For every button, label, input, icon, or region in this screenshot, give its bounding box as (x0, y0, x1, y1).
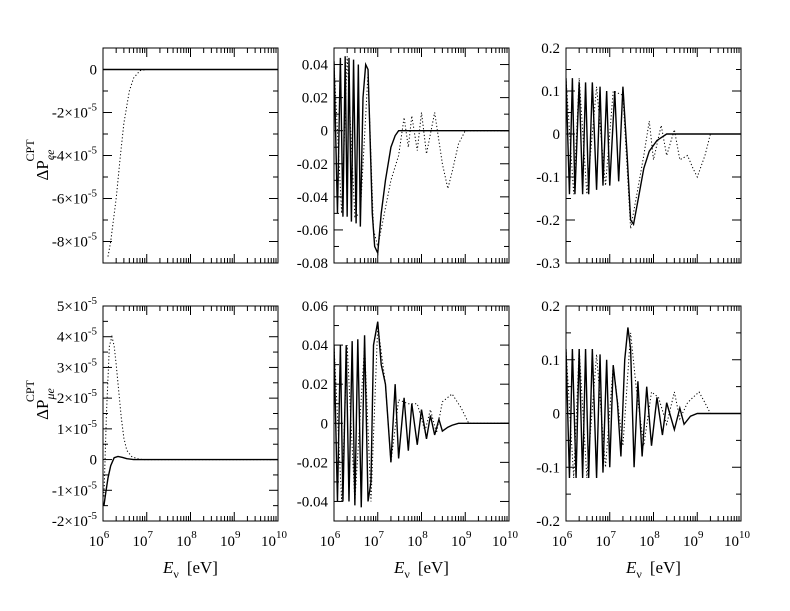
y-tick-label: 0.04 (302, 338, 329, 354)
series-p11-dotted (107, 69, 278, 257)
ylabel-top-sup: CPT (23, 139, 37, 162)
y-tick-label: 0 (90, 63, 98, 79)
y-tick-label: -2×10-5 (52, 510, 98, 530)
x-axis-title: Eν [eV] (393, 558, 449, 581)
x-tick-label: 107 (364, 529, 385, 550)
y-tick-label: 4×10-5 (57, 326, 98, 346)
y-tick-label: -0.02 (297, 157, 328, 173)
y-tick-label: -0.04 (297, 190, 329, 206)
y-tick-label: 3×10-5 (57, 356, 98, 376)
panel-p11: 0 -2×10-5 -4×10-5 -6×10-5 -8×10-5 (52, 47, 279, 264)
y-tick-label: -0.2 (536, 514, 560, 530)
series-p22-dotted (334, 325, 509, 502)
y-tick-label: -4×10-5 (52, 145, 98, 165)
y-tick-label: -0.04 (297, 494, 329, 510)
x-tick-label: 1010 (492, 529, 519, 550)
series-p21-solid (103, 455, 278, 506)
x-axis-title: Eν [eV] (625, 558, 681, 581)
y-tick-label: -0.2 (536, 213, 560, 229)
ylabel-bottom-sub: μe (43, 387, 57, 400)
y-tick-label: 0.02 (302, 377, 328, 393)
y-tick-label: 0 (553, 127, 561, 143)
y-tick-label: 2×10-5 (57, 387, 98, 407)
y-tick-label: 0 (321, 124, 329, 140)
y-tick-label: 0.02 (302, 91, 328, 107)
x-tick-label: 109 (451, 529, 472, 550)
y-tick-label: 1×10-5 (57, 418, 98, 438)
series-p22-solid (334, 321, 509, 508)
series-p23-dotted (566, 332, 741, 479)
ylabel-bottom-sup: CPT (23, 379, 37, 402)
y-tick-label: -2×10-5 (52, 102, 98, 122)
y-tick-label: -0.08 (297, 256, 328, 272)
panel-p12: 0.04 0.02 0 -0.02 -0.04 -0.06 -0.08 (297, 47, 510, 272)
x-axis-title: Eν [eV] (162, 558, 218, 581)
series-p23-solid (566, 327, 741, 479)
x-tick-label: 108 (639, 529, 660, 550)
x-tick-label: 106 (89, 529, 110, 550)
svg-text:ΔPeeCPT: ΔPee CPT (23, 139, 57, 181)
plot-frame-p11 (102, 47, 279, 264)
x-tick-label: 109 (683, 529, 704, 550)
x-tick-label: 107 (133, 529, 154, 550)
plot-frame-p12 (333, 47, 510, 264)
y-tick-label: -8×10-5 (52, 231, 98, 251)
y-tick-label: -0.06 (297, 223, 329, 239)
y-tick-label: 0 (321, 416, 329, 432)
panel-p13: 0.2 0.1 0 -0.1 -0.2 -0.3 (536, 41, 742, 272)
x-tick-label: 108 (407, 529, 428, 550)
x-tick-label: 109 (220, 529, 241, 550)
y-tick-label: 0.1 (541, 84, 560, 100)
x-tick-label: 106 (552, 529, 573, 550)
series-p12-dotted (334, 56, 509, 247)
y-tick-label: -0.1 (536, 460, 560, 476)
y-tick-label: 0.2 (541, 41, 560, 57)
y-tick-label: 0.06 (302, 299, 329, 315)
plot-frame-p21 (102, 305, 279, 522)
ylabel-bottom-base: ΔP (33, 399, 52, 419)
panel-p21: 5×10-5 4×10-5 3×10-5 2×10-5 1×10-5 0 -1×10-5 -2… (52, 295, 288, 550)
x-tick-label: 1010 (724, 529, 751, 550)
y-tick-label: 0.2 (541, 299, 560, 315)
series-p13-solid (566, 78, 741, 227)
y-tick-label: 0 (553, 407, 561, 423)
y-tick-label: -1×10-5 (52, 479, 98, 499)
y-tick-label: 0 (90, 453, 98, 469)
y-tick-label: -0.1 (536, 170, 560, 186)
ylabel-top-sub: ee (43, 149, 57, 160)
x-tick-label: 1010 (261, 529, 288, 550)
y-tick-label: -0.02 (297, 455, 328, 471)
y-tick-label: 5×10-5 (57, 295, 98, 315)
series-p12-solid (334, 56, 509, 256)
panel-p22: 0.06 0.04 0.02 0 -0.02 -0.04 106 107 108 109 1010 (297, 299, 519, 550)
svg-text:ΔPμeCPT: ΔPμe CPT (23, 379, 57, 419)
y-axis-title-bottom: ΔPμe CPT (23, 379, 57, 419)
x-tick-label: 108 (176, 529, 197, 550)
y-tick-label: 0.1 (541, 353, 560, 369)
x-tick-label: 106 (320, 529, 341, 550)
x-tick-label: 107 (596, 529, 617, 550)
series-p21-dotted (103, 334, 278, 497)
y-tick-label: -6×10-5 (52, 188, 98, 208)
ylabel-top-base: ΔP (33, 160, 52, 180)
y-tick-label: -0.3 (536, 256, 560, 272)
y-tick-label: 0.04 (302, 58, 329, 74)
y-axis-title-top: ΔPee CPT (23, 139, 57, 181)
